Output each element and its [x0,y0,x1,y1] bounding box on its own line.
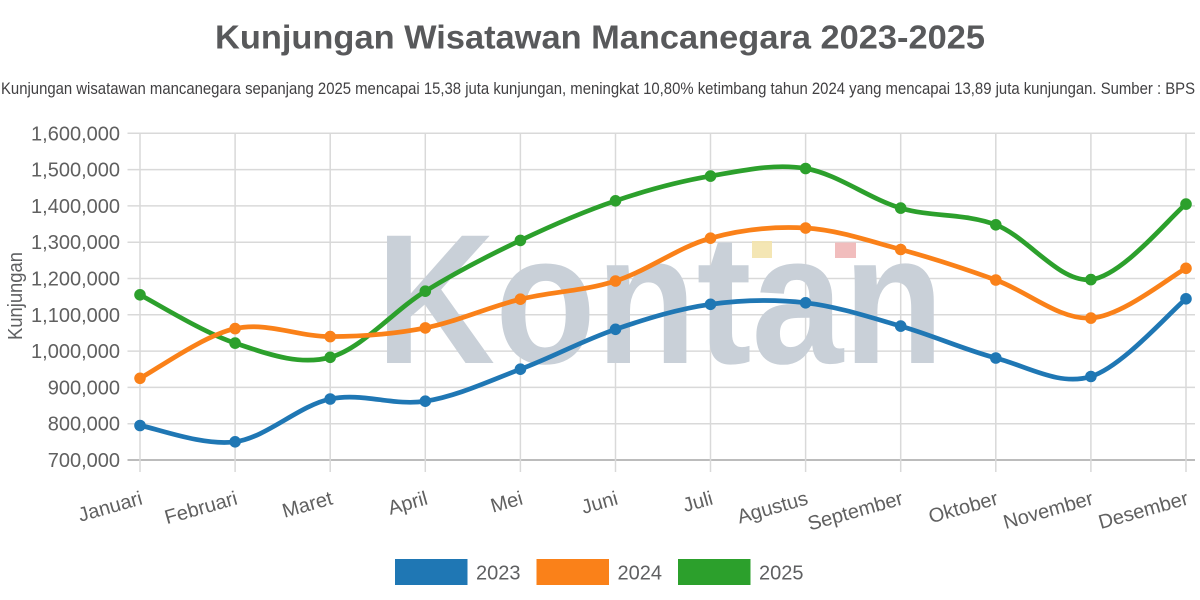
svg-text:1,200,000: 1,200,000 [31,269,120,291]
svg-text:Kunjungan Wisatawan Mancanegar: Kunjungan Wisatawan Mancanegara 2023-202… [215,19,985,56]
svg-text:Kontan: Kontan [376,197,944,403]
svg-text:1,500,000: 1,500,000 [31,160,120,182]
svg-text:1,400,000: 1,400,000 [31,196,120,218]
svg-text:1,100,000: 1,100,000 [31,305,120,327]
svg-text:2023: 2023 [476,563,521,585]
svg-text:900,000: 900,000 [48,377,120,399]
svg-text:700,000: 700,000 [48,450,120,472]
svg-text:800,000: 800,000 [48,414,120,436]
svg-text:1,600,000: 1,600,000 [31,123,120,145]
svg-text:Kunjungan: Kunjungan [5,252,27,340]
svg-text:1,000,000: 1,000,000 [31,341,120,363]
svg-text:2024: 2024 [618,563,663,585]
svg-text:1,300,000: 1,300,000 [31,232,120,254]
svg-text:Kunjungan wisatawan mancanegar: Kunjungan wisatawan mancanegara sepanjan… [1,79,1195,98]
svg-text:2025: 2025 [759,563,804,585]
